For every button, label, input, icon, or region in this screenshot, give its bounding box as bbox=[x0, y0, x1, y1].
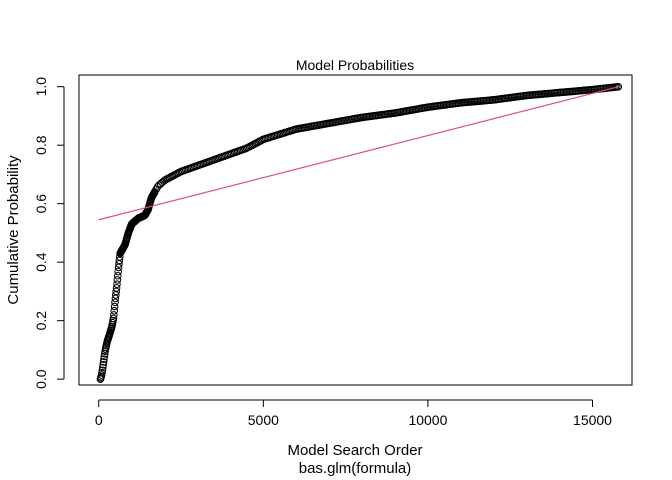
data-point bbox=[109, 314, 118, 323]
x-tick-label: 0 bbox=[95, 412, 103, 428]
plot-frame bbox=[78, 74, 633, 386]
data-point bbox=[111, 298, 119, 307]
data-point bbox=[111, 294, 120, 303]
chart-title: Model Probabilities bbox=[296, 57, 414, 73]
data-point bbox=[99, 360, 107, 369]
data-point bbox=[110, 302, 119, 311]
x-axis: 0 5000 10000 15000 bbox=[95, 399, 612, 428]
data-point bbox=[614, 82, 623, 91]
y-axis-label: Cumulative Probability bbox=[5, 155, 22, 305]
data-point bbox=[114, 263, 123, 272]
data-point bbox=[110, 306, 119, 315]
y-axis: 0.0 0.2 0.4 0.6 0.8 1.0 bbox=[33, 77, 65, 389]
reference-line bbox=[98, 86, 619, 221]
x-tick-label: 15000 bbox=[573, 412, 612, 428]
data-points bbox=[96, 82, 623, 383]
x-axis-label: Model Search Order bbox=[287, 442, 422, 459]
data-point bbox=[98, 363, 107, 372]
data-point bbox=[113, 271, 122, 280]
data-point bbox=[113, 276, 122, 284]
data-point bbox=[98, 366, 107, 375]
data-point bbox=[115, 260, 123, 268]
x-tick-label: 5000 bbox=[248, 412, 279, 428]
data-point bbox=[112, 287, 120, 296]
y-tick-label: 0.8 bbox=[33, 135, 49, 155]
x-axis-sublabel: bas.glm(formula) bbox=[299, 460, 412, 477]
data-point bbox=[100, 352, 109, 361]
y-tick-label: 0.2 bbox=[33, 311, 49, 331]
y-tick-label: 0.0 bbox=[33, 369, 49, 389]
data-point bbox=[112, 284, 121, 292]
reference-line-segment bbox=[98, 86, 619, 221]
data-point bbox=[110, 311, 118, 319]
y-tick-label: 1.0 bbox=[33, 77, 49, 97]
data-point bbox=[115, 256, 124, 265]
data-point bbox=[112, 291, 120, 299]
data-point bbox=[113, 280, 121, 288]
x-tick-label: 10000 bbox=[408, 412, 447, 428]
data-point bbox=[100, 355, 108, 363]
data-point bbox=[114, 267, 122, 276]
data-point bbox=[99, 358, 108, 366]
y-tick-label: 0.4 bbox=[33, 252, 49, 272]
y-tick-label: 0.6 bbox=[33, 194, 49, 214]
